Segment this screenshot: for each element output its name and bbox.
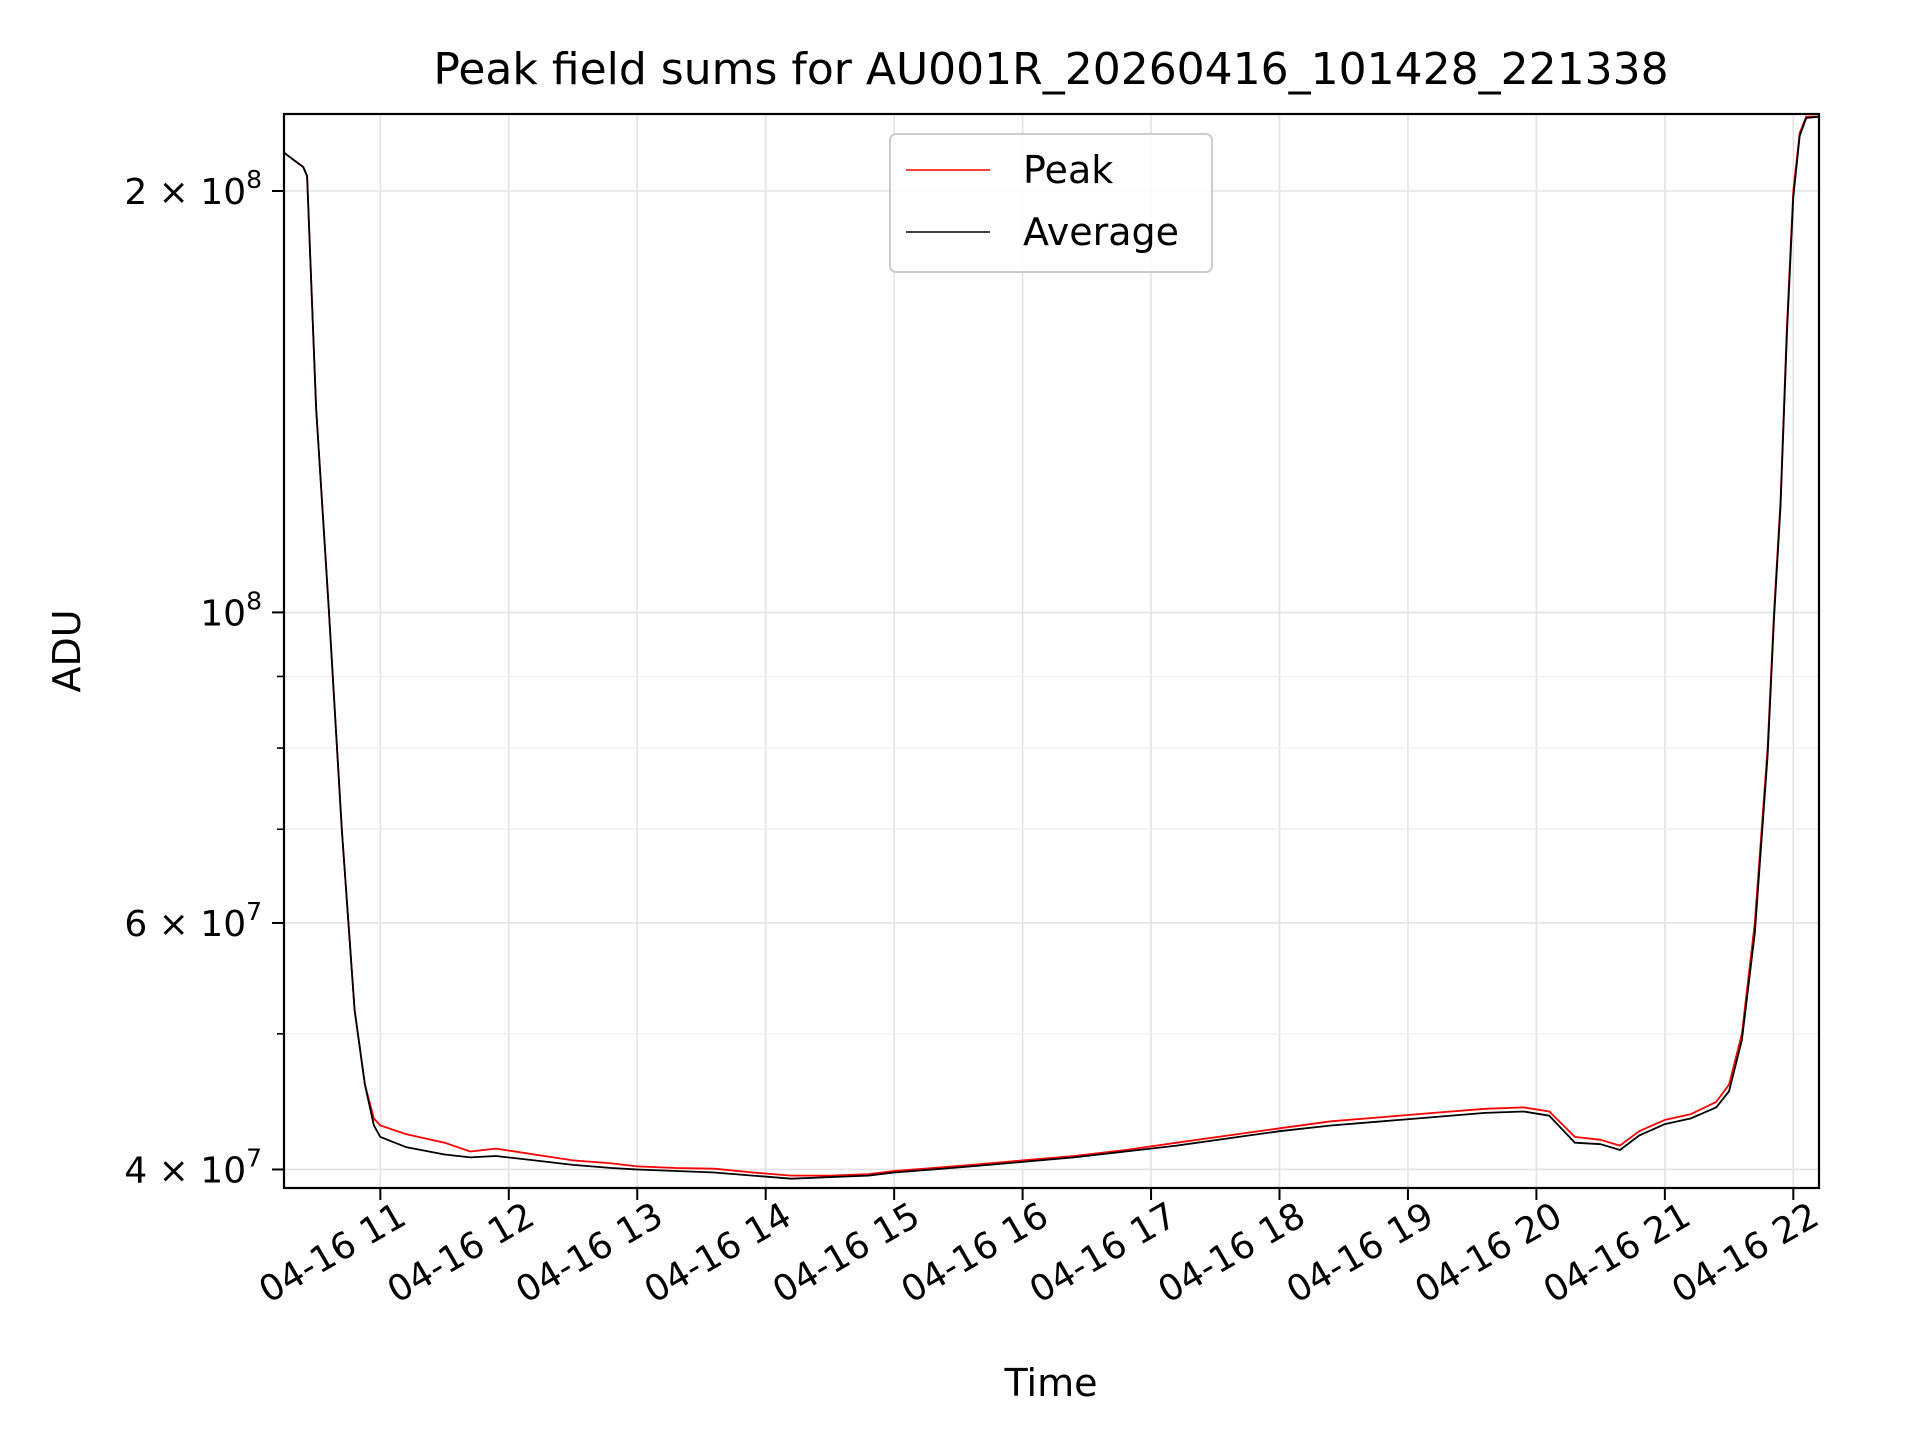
legend-box xyxy=(889,133,1213,273)
y-tick-label-exponent: 8 xyxy=(246,586,262,615)
series-average-line xyxy=(283,115,1820,1180)
grid xyxy=(284,114,1819,1188)
x-axis-label: Time xyxy=(1004,1361,1098,1405)
series-layer xyxy=(283,115,1820,1180)
legend: Peak Average xyxy=(889,133,1213,273)
y-tick-label-base: 4 × 10 xyxy=(124,1150,246,1191)
y-tick-label: 4 × 107 xyxy=(124,1143,262,1191)
y-tick-label-base: 2 × 10 xyxy=(124,172,246,213)
y-tick-label-exponent: 7 xyxy=(246,897,262,926)
chart-title: Peak field sums for AU001R_20260416_1014… xyxy=(433,44,1668,95)
y-tick-label-base: 6 × 10 xyxy=(124,904,246,945)
y-tick-label-exponent: 8 xyxy=(246,165,262,194)
y-tick-label-base: 10 xyxy=(200,593,246,634)
legend-average-label: Average xyxy=(1023,210,1179,254)
y-tick-label-exponent: 7 xyxy=(246,1143,262,1172)
plot-frame xyxy=(282,112,1821,1190)
series-peak-line xyxy=(283,115,1819,1177)
y-tick-label: 6 × 107 xyxy=(124,897,262,945)
y-tick-label: 2 × 108 xyxy=(124,165,262,213)
y-axis-label: ADU xyxy=(45,609,89,692)
y-tick-label: 108 xyxy=(200,586,262,634)
legend-peak-label: Peak xyxy=(1023,148,1113,192)
